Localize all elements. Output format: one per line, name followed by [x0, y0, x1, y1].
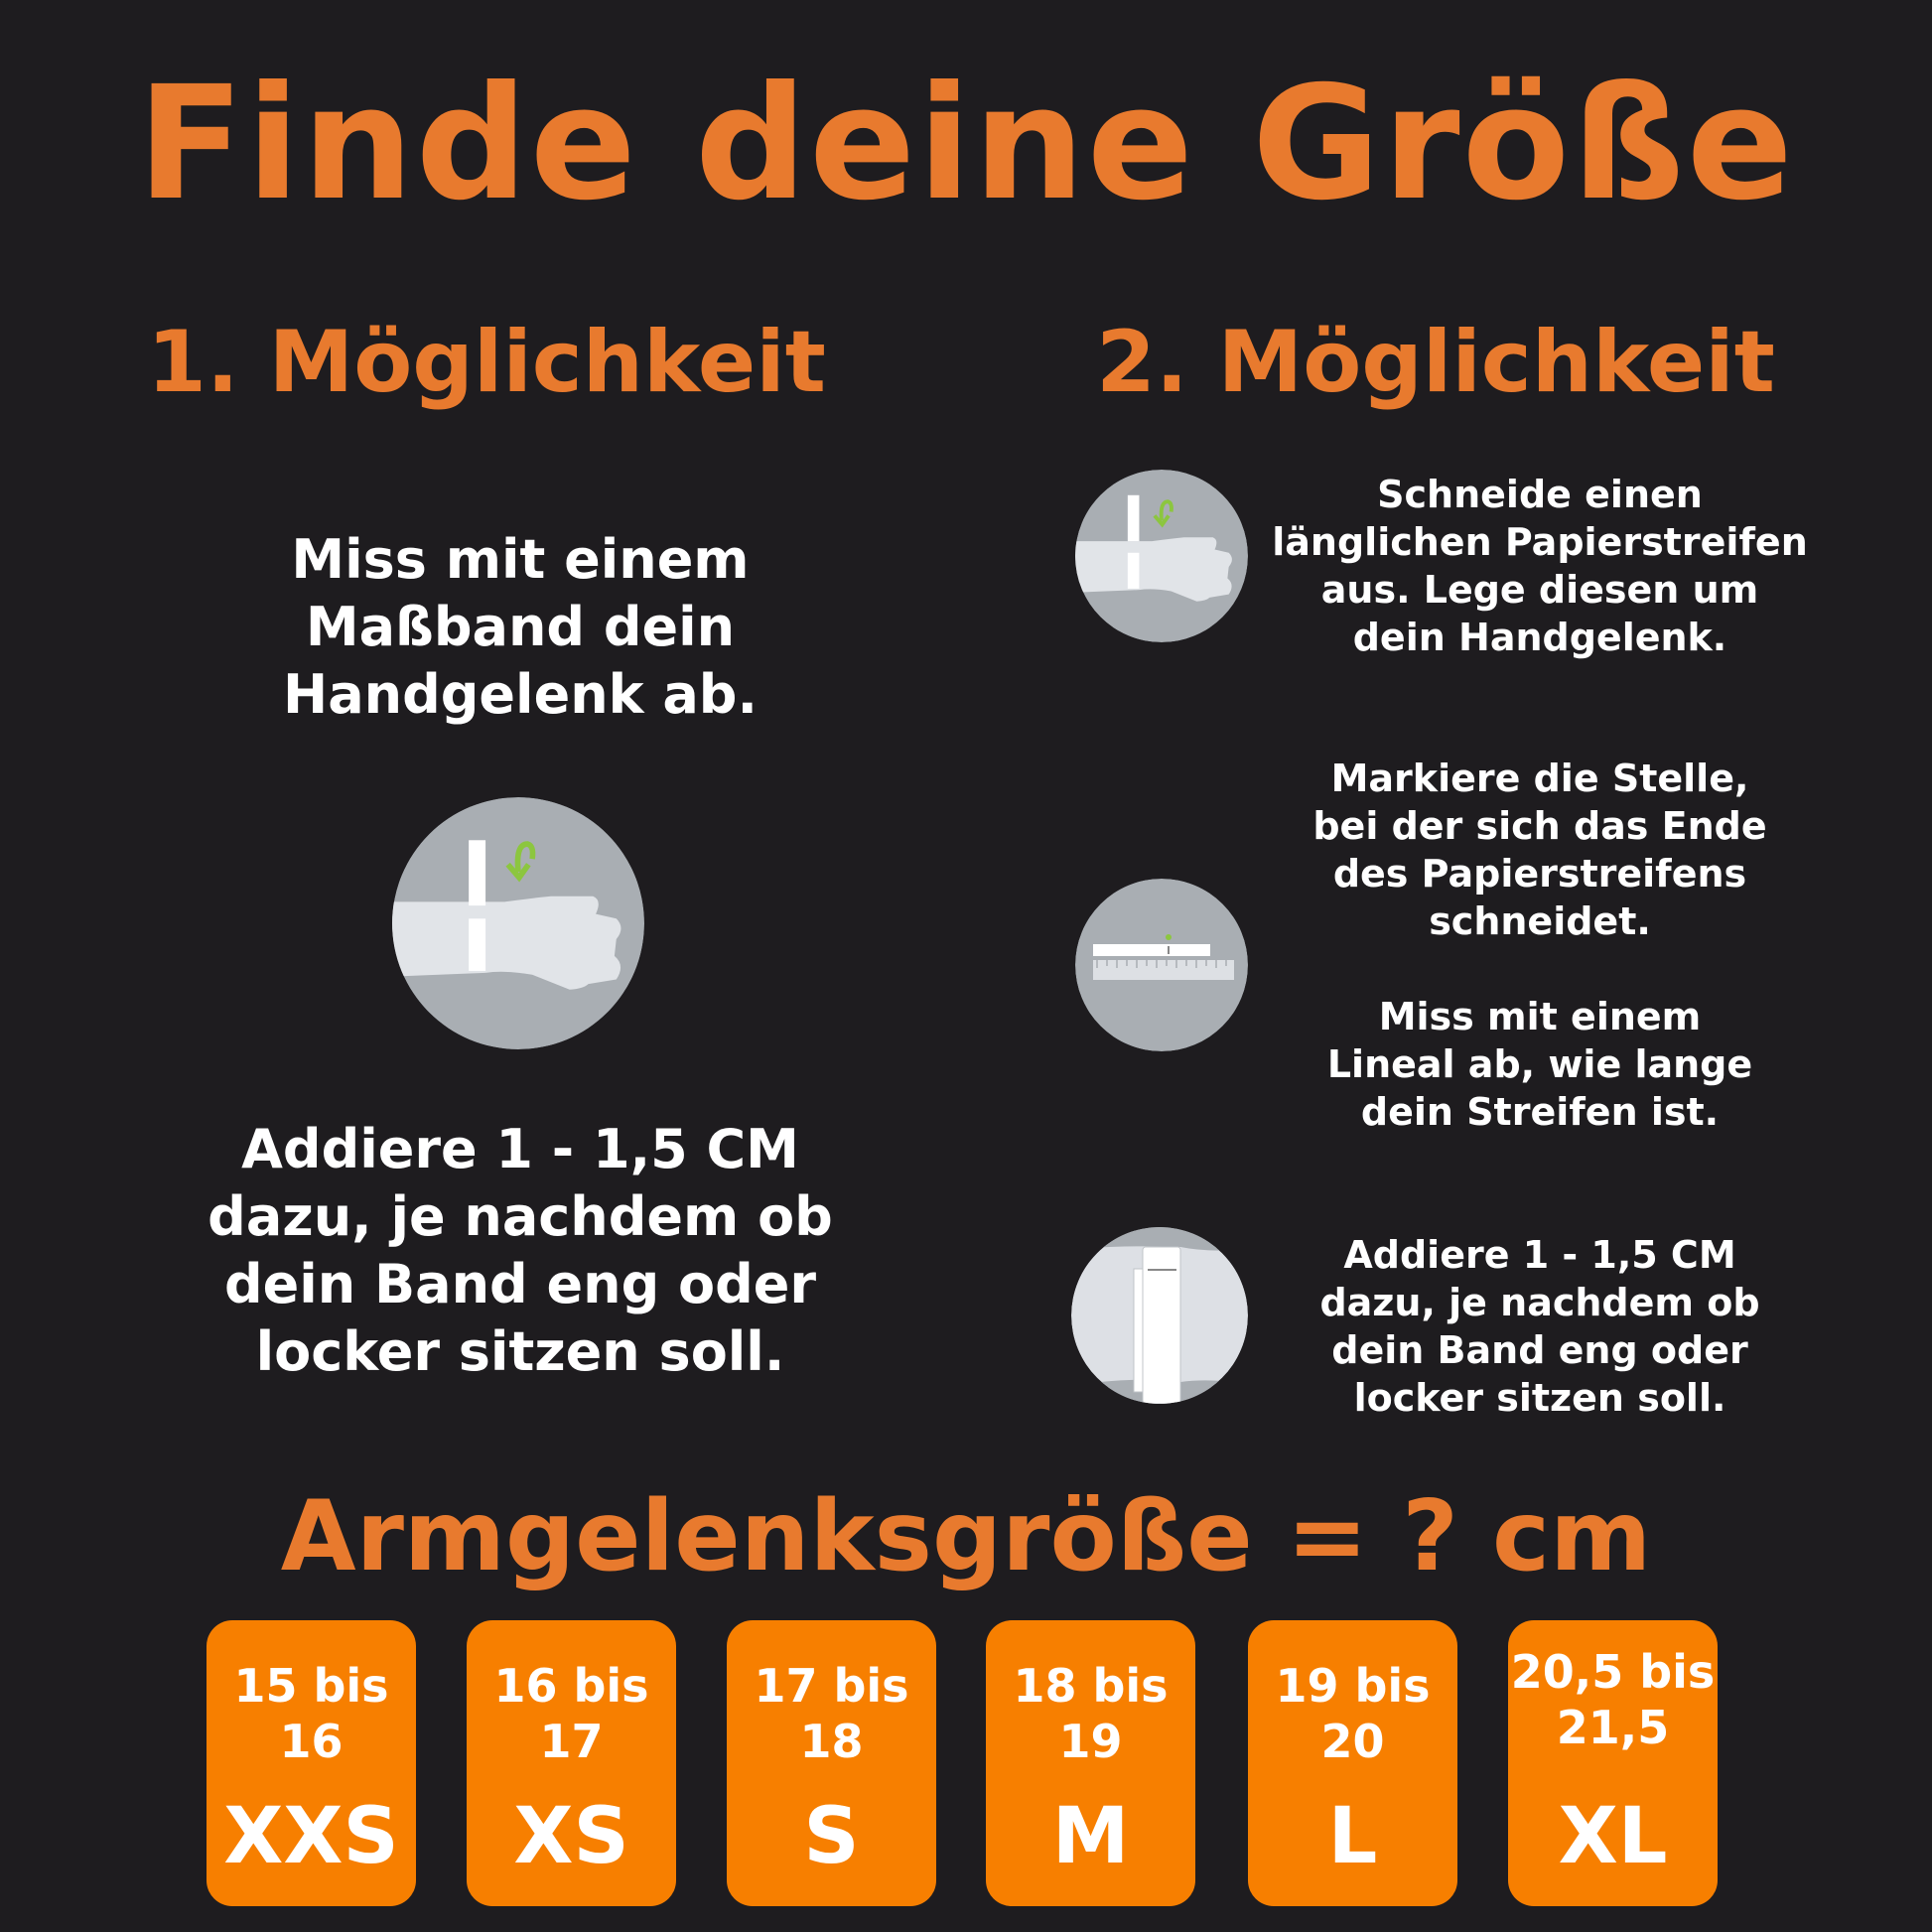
- size-label: XXS: [223, 1792, 399, 1881]
- option-2-heading: 2. Möglichkeit: [1096, 313, 1775, 412]
- text-line: bei der sich das Ende: [1312, 804, 1767, 848]
- wrist-measuring-tape-icon: [392, 797, 644, 1049]
- size-range: 19 bis 20: [1248, 1658, 1457, 1769]
- size-label: XS: [513, 1792, 629, 1881]
- text-line: dein Band eng oder: [1331, 1328, 1748, 1372]
- range-line: 15 bis: [233, 1659, 389, 1713]
- ruler-icon: [1075, 879, 1248, 1051]
- size-range: 17 bis 18: [727, 1658, 936, 1769]
- text-line: Schneide einen: [1377, 473, 1703, 516]
- text-line: des Papierstreifens: [1332, 852, 1747, 896]
- range-line: 16 bis: [493, 1659, 649, 1713]
- option-2-step-1: Schneide einen länglichen Papierstreifen…: [1232, 471, 1848, 661]
- option-2-step-3: Miss mit einem Lineal ab, wie lange dein…: [1232, 993, 1848, 1136]
- text-line: dein Handgelenk.: [1352, 616, 1727, 659]
- option-2-step-4: Addiere 1 - 1,5 CM dazu, je nachdem ob d…: [1232, 1231, 1848, 1422]
- option-1-step-2: Addiere 1 - 1,5 CM dazu, je nachdem ob d…: [113, 1116, 927, 1386]
- size-label: XL: [1558, 1792, 1668, 1881]
- text-line: länglichen Papierstreifen: [1272, 520, 1808, 564]
- text-line: Lineal ab, wie lange: [1326, 1042, 1753, 1086]
- size-label: L: [1327, 1792, 1378, 1881]
- text-line: Markiere die Stelle,: [1330, 757, 1749, 800]
- size-box-m: 18 bis 19 M: [986, 1620, 1195, 1906]
- text-line: locker sitzen soll.: [1353, 1376, 1726, 1420]
- option-1-heading: 1. Möglichkeit: [147, 313, 826, 412]
- text-line: Maßband dein: [305, 596, 736, 658]
- text-line: dein Band eng oder: [223, 1253, 817, 1315]
- size-range: 20,5 bis 21,5: [1508, 1644, 1718, 1755]
- size-range: 15 bis 16: [207, 1658, 416, 1769]
- range-line: 17: [539, 1715, 604, 1768]
- wrist-size-formula: Armgelenksgröße = ? cm: [280, 1480, 1652, 1593]
- text-line: Addiere 1 - 1,5 CM: [1343, 1233, 1736, 1277]
- range-line: 20: [1320, 1715, 1385, 1768]
- size-label: M: [1051, 1792, 1130, 1881]
- range-line: 17 bis: [754, 1659, 909, 1713]
- size-box-l: 19 bis 20 L: [1248, 1620, 1457, 1906]
- range-line: 16: [279, 1715, 344, 1768]
- text-line: Miss mit einem: [291, 528, 750, 591]
- text-line: dazu, je nachdem ob: [207, 1185, 833, 1248]
- size-label: S: [803, 1792, 860, 1881]
- option-1-step-1: Miss mit einem Maßband dein Handgelenk a…: [113, 526, 927, 729]
- text-line: Handgelenk ab.: [283, 663, 758, 726]
- size-box-xs: 16 bis 17 XS: [467, 1620, 676, 1906]
- text-line: schneidet.: [1429, 899, 1651, 943]
- size-range: 18 bis 19: [986, 1658, 1195, 1769]
- range-line: 19: [1058, 1715, 1123, 1768]
- text-line: Miss mit einem: [1378, 995, 1702, 1038]
- range-line: 19 bis: [1275, 1659, 1431, 1713]
- paper-strip-icon: [1071, 1227, 1248, 1404]
- range-line: 20,5 bis: [1510, 1645, 1716, 1699]
- wrist-paper-strip-icon: [1075, 470, 1248, 642]
- size-box-xl: 20,5 bis 21,5 XL: [1508, 1620, 1718, 1906]
- text-line: locker sitzen soll.: [255, 1320, 785, 1383]
- size-box-s: 17 bis 18 S: [727, 1620, 936, 1906]
- text-line: dazu, je nachdem ob: [1319, 1281, 1760, 1324]
- range-line: 18: [799, 1715, 864, 1768]
- option-2-step-2: Markiere die Stelle, bei der sich das En…: [1232, 755, 1848, 945]
- range-line: 18 bis: [1013, 1659, 1169, 1713]
- range-line: 21,5: [1556, 1701, 1670, 1754]
- size-range: 16 bis 17: [467, 1658, 676, 1769]
- page-title: Finde deine Größe: [137, 53, 1795, 235]
- text-line: Addiere 1 - 1,5 CM: [241, 1118, 799, 1180]
- text-line: aus. Lege diesen um: [1320, 568, 1759, 612]
- size-box-xxs: 15 bis 16 XXS: [207, 1620, 416, 1906]
- text-line: dein Streifen ist.: [1360, 1090, 1720, 1134]
